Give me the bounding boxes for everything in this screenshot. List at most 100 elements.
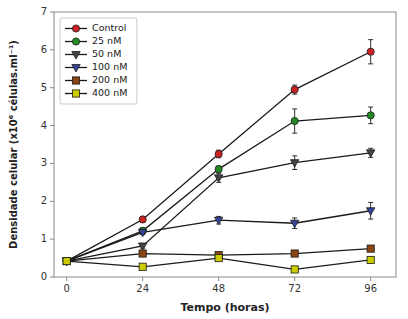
legend-item: 50 nM (65, 48, 121, 59)
data-point (62, 258, 70, 265)
series-line (67, 249, 371, 261)
y-axis-label: Densidade celular (x10⁶ células.ml⁻¹) (8, 40, 19, 249)
y-tick-label: 4 (41, 120, 47, 131)
x-tick (294, 277, 295, 281)
x-tick (218, 277, 219, 281)
legend-item: 200 nM (65, 74, 127, 85)
plot-frame (54, 12, 396, 277)
legend-marker (72, 38, 79, 45)
legend-marker (72, 65, 80, 72)
data-point (139, 263, 146, 270)
error-bar-cap (292, 155, 297, 156)
legend-label: Control (92, 22, 126, 33)
data-point (290, 220, 298, 227)
y-tick-label: 2 (41, 195, 47, 206)
error-bar-cap (368, 39, 373, 40)
y-tick (50, 125, 54, 126)
x-tick (142, 277, 143, 281)
error-bar-cap (292, 85, 297, 86)
series (63, 40, 374, 265)
data-point (290, 160, 298, 167)
data-point (367, 256, 374, 263)
data-point (138, 229, 146, 236)
data-point (139, 250, 146, 257)
legend-label: 200 nM (92, 74, 127, 85)
x-tick-label: 24 (136, 283, 149, 294)
data-point (291, 266, 298, 273)
data-point (366, 150, 374, 157)
data-point (291, 86, 298, 93)
data-point (367, 48, 374, 55)
legend-label: 50 nM (92, 48, 121, 59)
data-point (63, 258, 70, 265)
legend-label: 100 nM (92, 61, 127, 72)
series (63, 245, 374, 265)
y-tick-label: 6 (41, 44, 47, 55)
error-bar-cap (368, 63, 373, 64)
error-bar-cap (216, 173, 221, 174)
y-tick (50, 12, 54, 13)
legend-marker (72, 77, 79, 84)
y-tick (50, 201, 54, 202)
plot-area (62, 40, 374, 273)
data-point (62, 258, 70, 265)
x-tick-label: 48 (212, 283, 225, 294)
data-point (291, 117, 298, 124)
error-bar-cap (368, 107, 373, 108)
x-tick-label: 96 (364, 283, 377, 294)
data-point (215, 150, 222, 157)
x-tick-label: 72 (288, 283, 301, 294)
y-tick-label: 7 (41, 6, 47, 17)
legend-marker (72, 52, 80, 59)
y-tick (50, 239, 54, 240)
series-line (67, 115, 371, 261)
y-tick-label: 0 (41, 271, 47, 282)
x-tick (66, 277, 67, 281)
legend-item: 100 nM (65, 61, 127, 72)
series-line (67, 211, 371, 261)
error-bar-cap (292, 169, 297, 170)
error-bar-cap (292, 94, 297, 95)
legend-box (60, 18, 137, 104)
y-tick (50, 49, 54, 50)
series-line (67, 52, 371, 261)
y-tick-label: 3 (41, 157, 47, 168)
data-point (63, 258, 70, 265)
error-bar-cap (368, 219, 373, 220)
x-tick-label: 0 (63, 283, 69, 294)
error-bar-cap (292, 217, 297, 218)
data-point (215, 166, 222, 173)
data-point (367, 245, 374, 252)
legend: Control 25 nM 50 nM 100 nM 200 nM 400 nM (60, 18, 137, 104)
data-point (214, 175, 222, 182)
error-bar-cap (368, 148, 373, 149)
data-point (367, 112, 374, 119)
error-bar-cap (292, 108, 297, 109)
data-point (63, 258, 70, 265)
error-bar-cap (292, 133, 297, 134)
legend-marker (72, 90, 79, 97)
series-line (67, 153, 371, 261)
series (62, 148, 374, 265)
y-tick-label: 1 (41, 233, 47, 244)
legend-item: Control (65, 22, 126, 33)
series (63, 107, 374, 265)
legend-item: 400 nM (65, 87, 127, 98)
error-bar-cap (216, 216, 221, 217)
legend-item: 25 nM (65, 35, 121, 46)
y-tick (50, 87, 54, 88)
y-tick (50, 163, 54, 164)
data-point (291, 250, 298, 257)
series (62, 202, 374, 265)
data-point (366, 208, 374, 215)
legend-label: 25 nM (92, 35, 121, 46)
data-point (139, 216, 146, 223)
error-bar-cap (368, 202, 373, 203)
data-point (214, 217, 222, 224)
y-tick (50, 277, 54, 278)
x-axis-label: Tempo (horas) (180, 301, 269, 314)
x-tick (370, 277, 371, 281)
data-point (138, 243, 146, 250)
data-point (215, 254, 222, 261)
chart: 01234567024487296Tempo (horas)Densidade … (0, 0, 408, 319)
